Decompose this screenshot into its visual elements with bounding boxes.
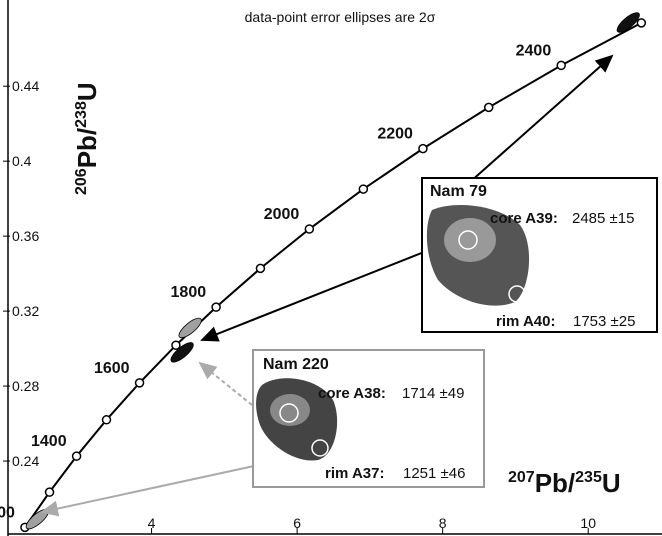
- inset-age: 1753 ±25: [573, 313, 635, 330]
- inset-title: Nam 79: [430, 183, 487, 200]
- y-tick-label: 0.24: [12, 453, 39, 469]
- age-marker: [103, 416, 111, 424]
- x-tick-label: 4: [148, 515, 156, 531]
- x-label-part: U: [602, 468, 621, 498]
- inset-label: rim A40:: [496, 313, 555, 330]
- y-label: 206Pb/238U: [72, 82, 102, 195]
- arrow: [42, 466, 254, 512]
- age-marker: [637, 19, 645, 27]
- age-marker: [256, 264, 264, 272]
- y-label-part: 238: [73, 101, 90, 128]
- inset-title: Nam 220: [263, 356, 329, 373]
- y-tick-label: 0.44: [12, 78, 39, 94]
- x-label-part: 207: [508, 469, 535, 486]
- age-label: 1600: [94, 360, 130, 377]
- age-marker: [359, 185, 367, 193]
- arrow: [202, 252, 424, 340]
- y-tick-label: 0.4: [12, 153, 32, 169]
- note: data-point error ellipses are 2σ: [245, 9, 436, 25]
- inset-label: core A38:: [318, 385, 386, 402]
- age-marker: [305, 225, 313, 233]
- y-tick-label: 0.28: [12, 378, 39, 394]
- age-marker: [557, 61, 565, 69]
- age-marker: [73, 452, 81, 460]
- y-label-part: 206: [73, 168, 90, 195]
- inset-label: rim A37:: [325, 465, 384, 482]
- x-label: 207Pb/235U: [508, 468, 621, 498]
- inset-age: 1714 ±49: [402, 385, 464, 402]
- grain-core: [444, 218, 496, 262]
- age-marker: [136, 379, 144, 387]
- inset-label: core A39:: [490, 210, 558, 227]
- age-marker: [172, 341, 180, 349]
- data-ellipse: [176, 315, 204, 341]
- arrow: [200, 363, 252, 405]
- x-tick-label: 8: [439, 515, 447, 531]
- x-label-part: Pb/: [535, 468, 575, 498]
- y-tick-label: 0.32: [12, 303, 39, 319]
- age-marker: [212, 303, 220, 311]
- age-label: 1200: [0, 504, 15, 521]
- chart: 0.24 0.28 0.32 0.36 0.4 0.44 4 6 8 10 1200 1400 160…: [0, 0, 662, 536]
- age-label: 2400: [516, 42, 552, 59]
- age-label: 1400: [31, 433, 67, 450]
- age-marker: [485, 103, 493, 111]
- inset-age: 1251 ±46: [403, 465, 465, 482]
- y-label-part: U: [72, 82, 102, 101]
- x-tick-label: 6: [293, 515, 301, 531]
- x-label-part: 235: [575, 469, 602, 486]
- y-label-part: Pb/: [72, 128, 102, 168]
- arrow: [470, 56, 612, 182]
- age-marker: [46, 488, 54, 496]
- age-label: 2000: [264, 206, 300, 223]
- x-tick-label: 10: [580, 515, 596, 531]
- inset-age: 2485 ±15: [572, 210, 634, 227]
- inset: Nam 220 core A38: 1714 ±49 rim A37: 1251…: [253, 350, 484, 487]
- age-label: 2200: [377, 126, 413, 143]
- age-label: 1800: [171, 284, 207, 301]
- age-marker: [419, 145, 427, 153]
- y-tick-label: 0.36: [12, 228, 39, 244]
- inset: Nam 79 core A39: 2485 ±15 rim A40: 1753 …: [422, 178, 657, 332]
